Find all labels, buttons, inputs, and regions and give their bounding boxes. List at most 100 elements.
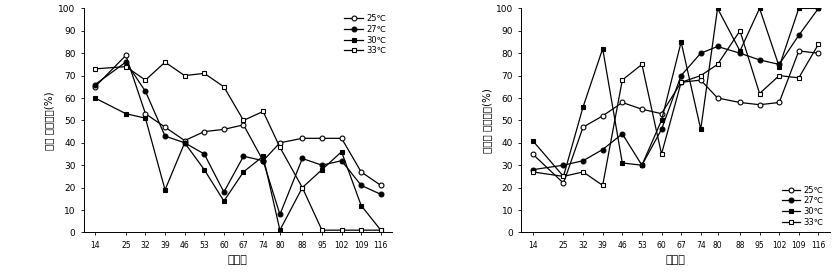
27℃: [258, 159, 268, 162]
33℃: [297, 186, 308, 189]
27℃: [754, 58, 764, 62]
33℃: [696, 74, 706, 77]
27℃: [337, 159, 347, 162]
Legend: 25℃, 27℃, 30℃, 33℃: 25℃, 27℃, 30℃, 33℃: [343, 13, 388, 57]
25℃: [597, 114, 608, 118]
Line: 30℃: 30℃: [530, 6, 821, 179]
Line: 33℃: 33℃: [92, 60, 383, 233]
30℃: [275, 228, 285, 232]
27℃: [676, 74, 686, 77]
27℃: [578, 159, 588, 162]
33℃: [199, 72, 210, 75]
27℃: [275, 213, 285, 216]
25℃: [199, 130, 210, 133]
33℃: [179, 74, 189, 77]
25℃: [656, 112, 666, 115]
27℃: [160, 134, 170, 138]
27℃: [774, 63, 784, 66]
X-axis label: 산란일: 산란일: [228, 255, 248, 265]
33℃: [774, 74, 784, 77]
27℃: [618, 132, 628, 136]
27℃: [179, 141, 189, 144]
25℃: [754, 103, 764, 106]
25℃: [160, 125, 170, 129]
30℃: [239, 170, 249, 174]
27℃: [528, 168, 538, 171]
25℃: [735, 101, 745, 104]
25℃: [712, 96, 722, 100]
33℃: [90, 67, 100, 71]
33℃: [219, 85, 229, 88]
25℃: [375, 184, 385, 187]
25℃: [258, 159, 268, 162]
33℃: [528, 170, 538, 174]
33℃: [754, 92, 764, 95]
25℃: [317, 137, 327, 140]
25℃: [637, 108, 647, 111]
25℃: [121, 54, 131, 57]
25℃: [528, 152, 538, 156]
30℃: [656, 119, 666, 122]
30℃: [375, 228, 385, 232]
27℃: [219, 190, 229, 194]
Line: 33℃: 33℃: [530, 28, 821, 188]
27℃: [712, 45, 722, 48]
30℃: [754, 7, 764, 10]
33℃: [258, 110, 268, 113]
25℃: [814, 52, 824, 55]
25℃: [618, 101, 628, 104]
27℃: [199, 152, 210, 156]
30℃: [90, 96, 100, 100]
25℃: [239, 123, 249, 127]
33℃: [712, 63, 722, 66]
33℃: [597, 184, 608, 187]
27℃: [558, 164, 568, 167]
27℃: [637, 164, 647, 167]
30℃: [696, 128, 706, 131]
33℃: [375, 228, 385, 232]
30℃: [794, 7, 804, 10]
30℃: [219, 199, 229, 203]
33℃: [317, 228, 327, 232]
25℃: [179, 139, 189, 142]
33℃: [735, 29, 745, 32]
30℃: [356, 204, 366, 207]
27℃: [735, 52, 745, 55]
25℃: [774, 101, 784, 104]
27℃: [297, 157, 308, 160]
27℃: [317, 164, 327, 167]
27℃: [121, 60, 131, 64]
25℃: [356, 170, 366, 174]
30℃: [297, 186, 308, 189]
33℃: [275, 146, 285, 149]
25℃: [141, 112, 151, 115]
33℃: [239, 119, 249, 122]
Y-axis label: 밀기울 산란비율(%): 밀기울 산란비율(%): [482, 88, 492, 153]
33℃: [337, 228, 347, 232]
30℃: [774, 65, 784, 68]
33℃: [618, 78, 628, 82]
33℃: [141, 78, 151, 82]
33℃: [814, 43, 824, 46]
33℃: [356, 228, 366, 232]
X-axis label: 산란일: 산란일: [665, 255, 685, 265]
27℃: [356, 184, 366, 187]
25℃: [337, 137, 347, 140]
27℃: [239, 155, 249, 158]
Line: 27℃: 27℃: [530, 6, 821, 172]
27℃: [656, 128, 666, 131]
33℃: [794, 76, 804, 80]
33℃: [656, 152, 666, 156]
30℃: [597, 47, 608, 50]
25℃: [297, 137, 308, 140]
30℃: [121, 112, 131, 115]
25℃: [90, 85, 100, 88]
30℃: [676, 40, 686, 44]
27℃: [141, 90, 151, 93]
33℃: [637, 63, 647, 66]
30℃: [199, 168, 210, 171]
Y-axis label: 대지 산란비율(%): 대지 산란비율(%): [44, 91, 54, 150]
30℃: [618, 161, 628, 165]
30℃: [558, 175, 568, 178]
25℃: [558, 181, 568, 185]
